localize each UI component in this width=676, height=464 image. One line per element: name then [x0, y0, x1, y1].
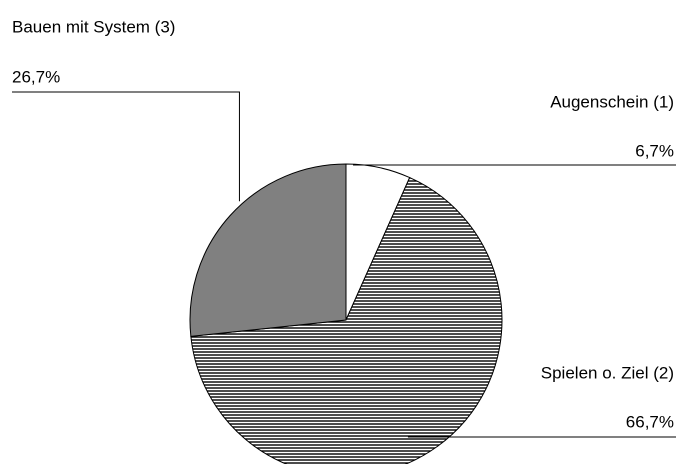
slice-name: Bauen mit System (3) — [12, 17, 175, 36]
slice-value: 6,7% — [635, 141, 674, 160]
slice-value: 26,7% — [12, 67, 60, 86]
slice-value: 66,7% — [626, 412, 674, 431]
leader-line — [12, 91, 240, 202]
pie-slice — [190, 176, 503, 464]
pie-slice — [189, 163, 347, 337]
slice-name: Spielen o. Ziel (2) — [541, 363, 674, 382]
slice-name: Augenschein (1) — [550, 92, 674, 111]
